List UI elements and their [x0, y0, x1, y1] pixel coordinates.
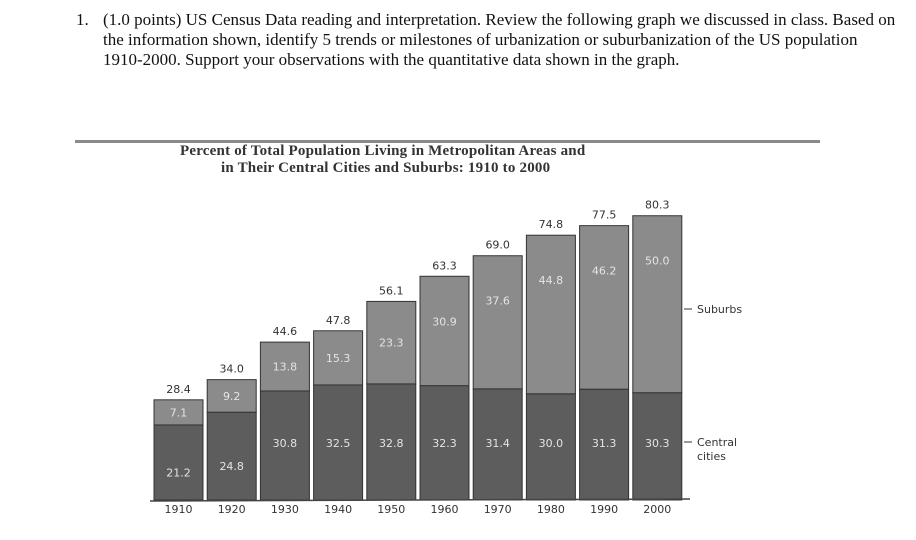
x-tick-label: 1990 [590, 503, 618, 516]
central-cities-value-label: 21.2 [166, 466, 191, 479]
suburbs-bar [259, 341, 310, 392]
chart-title-line2: in Their Central Cities and Suburbs: 191… [221, 160, 551, 176]
question-number: 1. [76, 10, 89, 29]
total-label: 28.4 [166, 383, 191, 396]
suburbs-value-label: 50.0 [645, 255, 670, 268]
suburbs-value-label: 44.8 [539, 274, 564, 287]
chart-title-line1: Percent of Total Population Living in Me… [180, 143, 586, 159]
central-cities-value-label: 32.8 [379, 437, 404, 450]
suburbs-bar [153, 399, 204, 426]
x-tick-label: 1940 [324, 503, 352, 516]
central-cities-legend-label-2: cities [697, 450, 726, 463]
central-cities-value-label: 32.3 [432, 437, 457, 450]
suburbs-bar [206, 379, 257, 413]
total-label: 47.8 [326, 314, 351, 327]
central-cities-bar [153, 424, 204, 501]
suburbs-bar [632, 215, 683, 394]
x-tick-label: 1910 [165, 503, 193, 516]
x-tick-label: 1960 [431, 503, 459, 516]
x-tick-label: 2000 [643, 503, 671, 516]
central-cities-bar [206, 411, 257, 501]
suburbs-bar [472, 255, 523, 390]
central-cities-bar [579, 388, 630, 501]
x-axis-line [149, 498, 691, 502]
total-label: 34.0 [219, 363, 244, 376]
central-cities-value-label: 31.3 [592, 437, 617, 450]
x-tick-label: 1980 [537, 503, 565, 516]
suburbs-bar [525, 234, 576, 395]
suburbs-value-label: 46.2 [592, 265, 617, 278]
suburbs-value-label: 23.3 [379, 337, 404, 350]
suburbs-value-label: 15.3 [326, 352, 351, 365]
total-label: 69.0 [485, 239, 510, 252]
total-label: 77.5 [592, 209, 617, 222]
central-cities-legend-label: Central [697, 436, 737, 449]
total-label: 63.3 [432, 259, 457, 272]
central-cities-bar [632, 392, 683, 501]
x-tick-label: 1970 [484, 503, 512, 516]
suburbs-value-label: 9.2 [223, 390, 241, 403]
central-cities-bar [366, 383, 417, 501]
divider [75, 140, 820, 143]
x-tick-label: 1950 [377, 503, 405, 516]
question: 1. (1.0 points) US Census Data reading a… [76, 10, 896, 70]
central-cities-value-label: 30.8 [273, 437, 298, 450]
central-cities-bar [313, 384, 364, 501]
central-cities-bar [525, 393, 576, 501]
suburbs-value-label: 30.9 [432, 315, 457, 328]
central-cities-bar [472, 388, 523, 501]
central-cities-value-label: 30.3 [645, 437, 670, 450]
total-label: 74.8 [539, 218, 564, 231]
central-cities-bar [419, 385, 470, 501]
suburbs-value-label: 7.1 [170, 406, 188, 419]
central-cities-value-label: 31.4 [485, 437, 510, 450]
central-cities-value-label: 32.5 [326, 437, 351, 450]
question-text: (1.0 points) US Census Data reading and … [103, 10, 896, 69]
suburbs-value-label: 37.6 [485, 295, 510, 308]
suburbs-bar [313, 330, 364, 386]
suburbs-bar [366, 300, 417, 385]
total-label: 80.3 [645, 199, 670, 212]
chart-title: Percent of Total Population Living in Me… [180, 143, 585, 177]
x-tick-label: 1920 [218, 503, 246, 516]
total-label: 56.1 [379, 284, 404, 297]
suburbs-legend-label: Suburbs [697, 303, 742, 316]
suburbs-value-label: 13.8 [273, 361, 298, 374]
central-cities-value-label: 24.8 [219, 460, 244, 473]
total-label: 44.6 [273, 325, 298, 338]
central-cities-value-label: 30.0 [539, 437, 564, 450]
suburbs-bar [579, 225, 630, 390]
x-tick-label: 1930 [271, 503, 299, 516]
suburbs-bar [419, 275, 470, 387]
